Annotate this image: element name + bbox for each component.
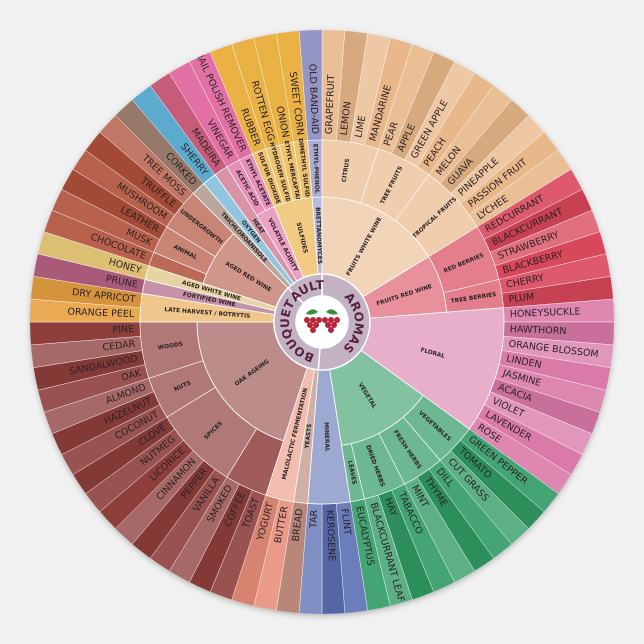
subgroup-label: LEAVES (346, 460, 357, 485)
leaf-label: HAWTHORN (510, 324, 567, 337)
leaf-label: TAR (308, 509, 320, 529)
leaf-label: CEDAR (102, 339, 136, 354)
grape-leaves (306, 309, 338, 315)
subgroup-label: ETHYL-PHENOL (312, 144, 320, 194)
leaf-label: PINE (112, 324, 134, 336)
leaf-label: OAK (120, 368, 143, 384)
rings: GRAPEFRUIT LEMON LIME MANDARINECITRUSPEARAP… (30, 30, 614, 614)
leaf-label: GRAPEFRUIT (324, 74, 337, 134)
leaf-label: LEMON (339, 101, 354, 136)
subgroup-label: WOODS (158, 342, 184, 352)
leaf-label: FLINT (339, 508, 353, 536)
subgroup-label: CITRUS (342, 158, 352, 182)
leaf-label: HONEYSUCKLE (510, 306, 581, 320)
center-disc (296, 296, 348, 348)
leaf-label: PLUM (508, 291, 535, 305)
group-label: BRETTANOMYCES (314, 207, 322, 264)
leaf-label: BREAD (291, 508, 306, 542)
leaf-label: OLD BAND-AID (306, 64, 320, 135)
grapes-right (322, 317, 340, 333)
group-label: YEASTS (304, 424, 313, 450)
grapes-left (304, 317, 322, 333)
leaf-label: ORANGE PEEL (67, 307, 135, 321)
section-segment (286, 273, 323, 305)
leaf-label: LIME (353, 115, 368, 139)
leaf-label: KEROSENE (324, 510, 337, 562)
center-logo (296, 296, 348, 348)
group-label: MINERAL (322, 422, 329, 452)
